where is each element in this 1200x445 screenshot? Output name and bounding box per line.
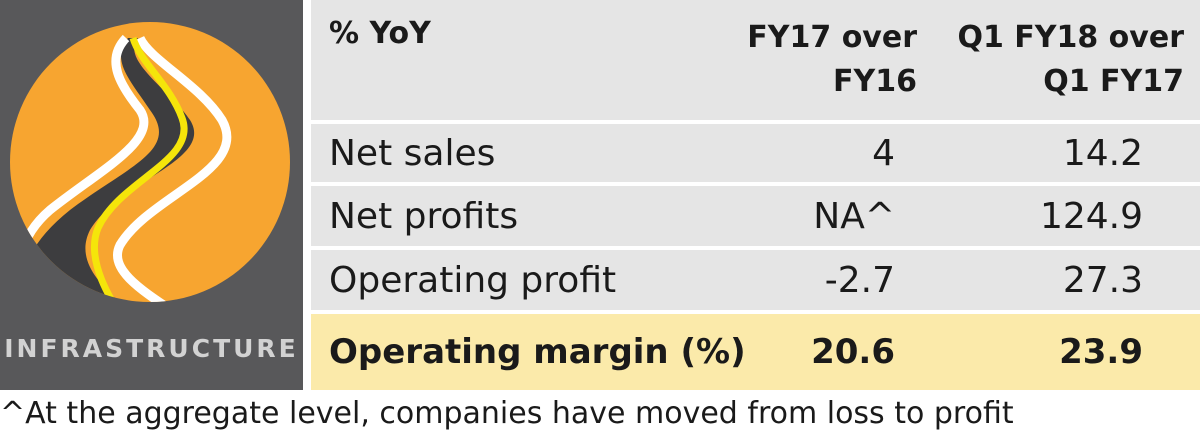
table-header-row: % YoY FY17 over FY16 Q1 FY18 over Q1 FY1… [311, 0, 1200, 120]
road-body [23, 38, 195, 302]
table-row: Net profits NA^ 124.9 [311, 186, 1200, 246]
header-col-fy17-line2: FY16 [833, 64, 917, 99]
header-col-fy17: FY17 over FY16 [747, 16, 917, 104]
row-value-fy17: -2.7 [824, 259, 895, 301]
table-row: Operating profit -2.7 27.3 [311, 250, 1200, 310]
header-col-q1fy18: Q1 FY18 over Q1 FY17 [957, 16, 1184, 104]
row-label: Net sales [329, 132, 496, 174]
row-value-q1fy18: 124.9 [1039, 195, 1143, 237]
row-value-fy17: 20.6 [811, 332, 895, 372]
row-value-q1fy18: 27.3 [1062, 259, 1143, 301]
header-col-q1fy18-line2: Q1 FY17 [1043, 64, 1184, 99]
row-value-q1fy18: 14.2 [1062, 132, 1143, 174]
row-value-fy17: 4 [872, 132, 895, 174]
row-value-q1fy18: 23.9 [1059, 332, 1143, 372]
road-center-line [90, 36, 188, 302]
yoy-table: % YoY FY17 over FY16 Q1 FY18 over Q1 FY1… [311, 0, 1200, 390]
road-edge-right [113, 35, 232, 302]
infrastructure-panel: INFRASTRUCTURE [0, 0, 303, 390]
row-label: Operating profit [329, 259, 617, 301]
row-label: Operating margin (%) [329, 332, 746, 372]
winding-road-icon [10, 22, 290, 302]
footnote: ^At the aggregate level, companies have … [0, 396, 1014, 431]
header-col-fy17-line1: FY17 over [747, 20, 917, 55]
table-row: Net sales 4 14.2 [311, 124, 1200, 182]
row-value-fy17: NA^ [813, 195, 895, 237]
row-label: Net profits [329, 195, 519, 237]
table-row-highlight: Operating margin (%) 20.6 23.9 [311, 314, 1200, 390]
header-label: % YoY [329, 16, 431, 51]
panel-label: INFRASTRUCTURE [4, 334, 299, 363]
header-col-q1fy18-line1: Q1 FY18 over [957, 20, 1184, 55]
